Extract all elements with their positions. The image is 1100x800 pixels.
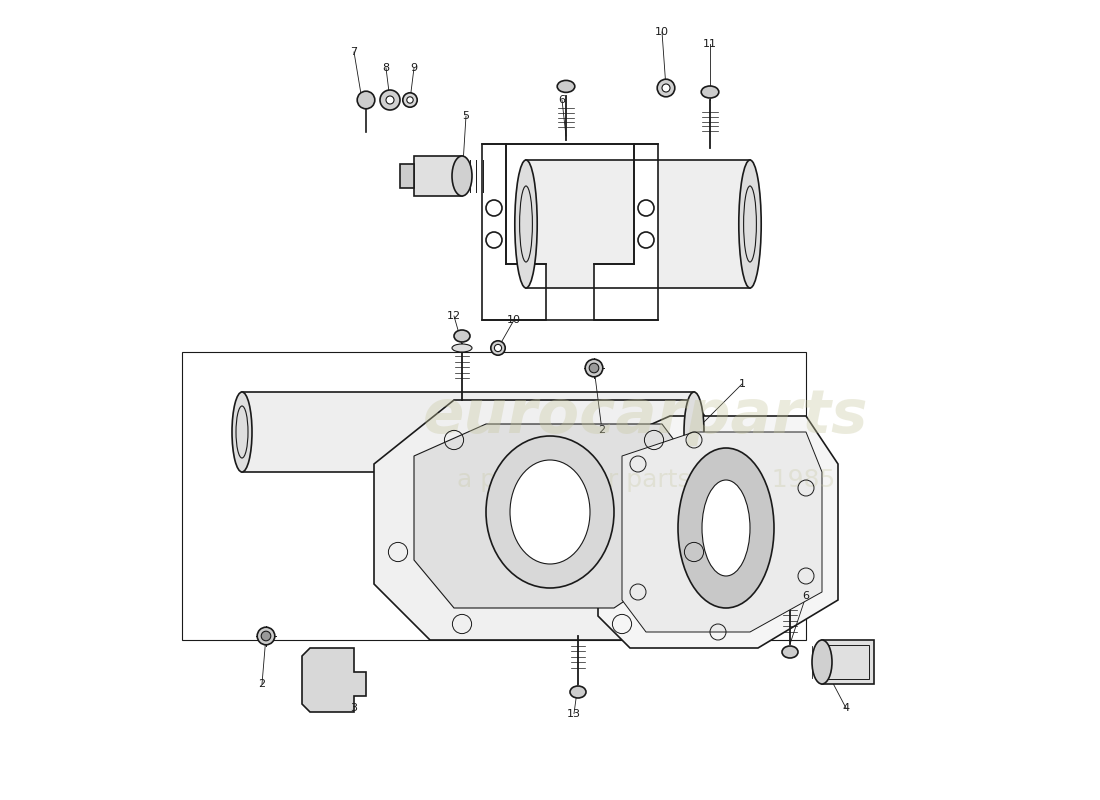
Polygon shape bbox=[598, 416, 838, 648]
Ellipse shape bbox=[452, 344, 472, 352]
Bar bbox=[399, 164, 414, 188]
Ellipse shape bbox=[684, 392, 704, 472]
Text: 1: 1 bbox=[738, 379, 746, 389]
Ellipse shape bbox=[570, 686, 586, 698]
Ellipse shape bbox=[358, 91, 375, 109]
Ellipse shape bbox=[510, 460, 590, 564]
Ellipse shape bbox=[558, 80, 575, 92]
Ellipse shape bbox=[590, 363, 598, 373]
Ellipse shape bbox=[494, 344, 502, 352]
Text: 11: 11 bbox=[703, 39, 717, 49]
Text: 10: 10 bbox=[507, 315, 521, 325]
Ellipse shape bbox=[515, 160, 537, 288]
Text: 13: 13 bbox=[566, 709, 581, 718]
Text: 6: 6 bbox=[803, 591, 810, 601]
Text: 9: 9 bbox=[410, 63, 418, 73]
Text: 2: 2 bbox=[598, 426, 606, 435]
Ellipse shape bbox=[407, 97, 414, 103]
Text: 6: 6 bbox=[559, 95, 565, 105]
Bar bbox=[242, 392, 694, 472]
Text: a passion for parts since 1985: a passion for parts since 1985 bbox=[456, 468, 835, 492]
Text: 10: 10 bbox=[654, 27, 669, 37]
Ellipse shape bbox=[232, 392, 252, 472]
Text: 2: 2 bbox=[258, 679, 265, 689]
Ellipse shape bbox=[454, 330, 470, 342]
Text: 7: 7 bbox=[351, 47, 358, 57]
Polygon shape bbox=[594, 144, 658, 320]
Polygon shape bbox=[374, 400, 726, 640]
Bar bbox=[414, 156, 462, 196]
Bar bbox=[827, 645, 869, 679]
Polygon shape bbox=[414, 424, 686, 608]
Ellipse shape bbox=[452, 156, 472, 196]
Ellipse shape bbox=[812, 640, 832, 684]
Ellipse shape bbox=[678, 448, 774, 608]
Ellipse shape bbox=[782, 646, 797, 658]
Text: 5: 5 bbox=[462, 111, 470, 121]
Text: eurocarparts: eurocarparts bbox=[424, 386, 869, 446]
Ellipse shape bbox=[702, 480, 750, 576]
Polygon shape bbox=[621, 432, 822, 632]
Ellipse shape bbox=[701, 86, 718, 98]
Text: 3: 3 bbox=[351, 703, 358, 713]
Ellipse shape bbox=[662, 84, 670, 92]
Ellipse shape bbox=[379, 90, 400, 110]
Ellipse shape bbox=[739, 160, 761, 288]
Bar bbox=[822, 640, 875, 684]
Ellipse shape bbox=[657, 79, 674, 97]
Bar bbox=[526, 160, 750, 288]
Text: 12: 12 bbox=[447, 311, 461, 321]
Ellipse shape bbox=[257, 627, 275, 645]
Ellipse shape bbox=[403, 93, 417, 107]
Polygon shape bbox=[302, 648, 366, 712]
Text: 4: 4 bbox=[843, 703, 849, 713]
Text: 8: 8 bbox=[383, 63, 389, 73]
Polygon shape bbox=[482, 144, 546, 320]
Ellipse shape bbox=[585, 359, 603, 377]
Ellipse shape bbox=[486, 436, 614, 588]
Ellipse shape bbox=[491, 341, 505, 355]
Ellipse shape bbox=[386, 96, 394, 104]
Ellipse shape bbox=[261, 631, 271, 641]
